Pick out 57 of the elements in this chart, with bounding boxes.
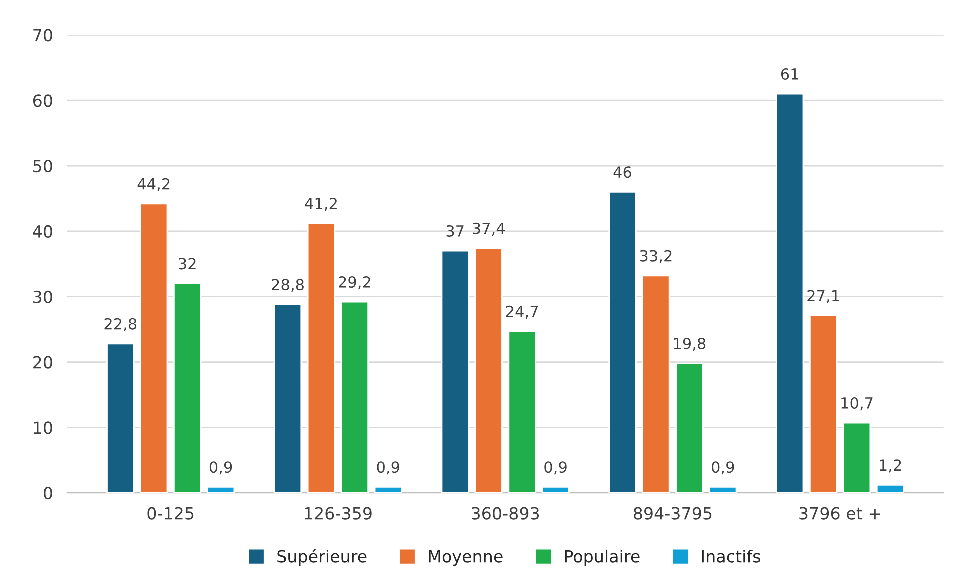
- x-tick-label: 360-893: [472, 507, 540, 520]
- bar: [173, 283, 202, 494]
- data-label: 0,9: [544, 462, 567, 475]
- data-label: 61: [781, 68, 798, 80]
- bar: [508, 330, 536, 494]
- data-label: 44,2: [138, 178, 170, 192]
- bar: [374, 486, 403, 494]
- data-label: 28,8: [272, 279, 304, 292]
- data-label: 0,9: [210, 462, 232, 475]
- data-label: 46: [614, 166, 632, 178]
- data-label: 22,8: [104, 318, 137, 332]
- bar: [776, 93, 804, 494]
- data-label: 19,8: [674, 338, 706, 352]
- y-tick-label: 60: [33, 94, 52, 108]
- y-tick-label: 10: [34, 422, 52, 434]
- legend-label: Moyenne: [429, 550, 503, 566]
- x-tick-label: 894-3795: [634, 507, 712, 520]
- bar: [340, 301, 370, 494]
- bar: [642, 275, 670, 494]
- data-label: 0,9: [377, 462, 400, 475]
- y-tick-label: 70: [34, 29, 52, 42]
- bar: [140, 203, 168, 494]
- bar: [876, 484, 905, 494]
- data-label: 32: [179, 258, 196, 270]
- bar: [474, 248, 503, 494]
- data-label: 33,2: [640, 250, 672, 264]
- y-tick-label: 0: [44, 487, 52, 500]
- data-label: 10,7: [842, 397, 873, 411]
- x-tick-label: 3796 et +: [800, 507, 880, 520]
- bar: [676, 362, 704, 494]
- bar: [274, 304, 302, 494]
- data-label: 37,4: [472, 222, 505, 236]
- bar: [307, 222, 336, 494]
- data-label: 37: [446, 225, 464, 237]
- x-tick-label: 126-359: [305, 507, 372, 520]
- y-tick-label: 40: [33, 225, 52, 238]
- y-tick-label: 50: [34, 160, 52, 173]
- bar: [842, 422, 872, 494]
- y-tick-label: 20: [34, 356, 52, 369]
- legend-label: Inactifs: [702, 550, 760, 563]
- data-label: 24,7: [506, 306, 538, 320]
- bar: [809, 315, 838, 494]
- bar: [206, 486, 236, 494]
- bar: [441, 250, 470, 494]
- data-label: 41,2: [305, 198, 337, 212]
- legend-label: Populaire: [565, 550, 640, 566]
- bar: [542, 486, 570, 494]
- data-label: 0,9: [712, 462, 734, 475]
- x-tick-label: 0-125: [148, 507, 194, 520]
- bar: [106, 343, 135, 494]
- data-label: 1,2: [880, 460, 902, 473]
- data-label: 29,2: [339, 276, 370, 290]
- y-tick-label: 30: [34, 290, 52, 304]
- bar: [608, 192, 637, 494]
- legend-label: Supérieure: [278, 549, 367, 566]
- data-label: 27,1: [808, 290, 840, 304]
- bar: [709, 486, 738, 494]
